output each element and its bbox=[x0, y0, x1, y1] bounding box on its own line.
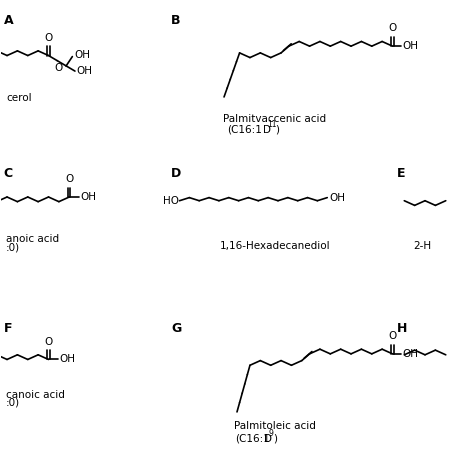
Text: OH: OH bbox=[81, 192, 97, 202]
Text: 11: 11 bbox=[268, 120, 277, 129]
Text: canoic acid: canoic acid bbox=[6, 390, 65, 400]
Text: O: O bbox=[45, 337, 53, 346]
Text: (C16:1: (C16:1 bbox=[235, 434, 270, 444]
Text: O: O bbox=[45, 33, 53, 43]
Text: 2-H: 2-H bbox=[414, 241, 432, 251]
Text: G: G bbox=[171, 322, 181, 336]
Text: cerol: cerol bbox=[6, 93, 32, 103]
Text: :0): :0) bbox=[6, 398, 20, 408]
Text: O: O bbox=[65, 174, 73, 184]
Text: Palmitvaccenic acid: Palmitvaccenic acid bbox=[223, 114, 326, 124]
Text: OH: OH bbox=[329, 192, 345, 202]
Text: anoic acid: anoic acid bbox=[6, 234, 59, 245]
Text: D: D bbox=[264, 434, 272, 444]
Text: B: B bbox=[171, 14, 181, 27]
Text: D: D bbox=[263, 125, 271, 135]
Text: E: E bbox=[397, 167, 406, 180]
Text: A: A bbox=[4, 14, 13, 27]
Text: OH: OH bbox=[60, 355, 76, 365]
Text: D: D bbox=[171, 167, 181, 180]
Text: O: O bbox=[388, 23, 397, 33]
Text: 9: 9 bbox=[269, 429, 273, 438]
Text: O: O bbox=[388, 331, 397, 341]
Text: HO: HO bbox=[163, 196, 179, 206]
Text: OH: OH bbox=[403, 349, 419, 359]
Text: C: C bbox=[4, 167, 13, 180]
Text: Palmitoleic acid: Palmitoleic acid bbox=[234, 421, 316, 431]
Text: OH: OH bbox=[74, 50, 90, 60]
Text: ): ) bbox=[276, 125, 280, 135]
Text: :0): :0) bbox=[6, 242, 20, 252]
Text: 1,16-Hexadecanediol: 1,16-Hexadecanediol bbox=[219, 241, 330, 251]
Text: OH: OH bbox=[77, 66, 93, 76]
Text: (C16:1: (C16:1 bbox=[228, 125, 263, 135]
Text: ): ) bbox=[273, 434, 277, 444]
Text: H: H bbox=[397, 322, 408, 336]
Text: O: O bbox=[55, 63, 63, 73]
Text: F: F bbox=[4, 322, 12, 336]
Text: OH: OH bbox=[403, 41, 419, 51]
